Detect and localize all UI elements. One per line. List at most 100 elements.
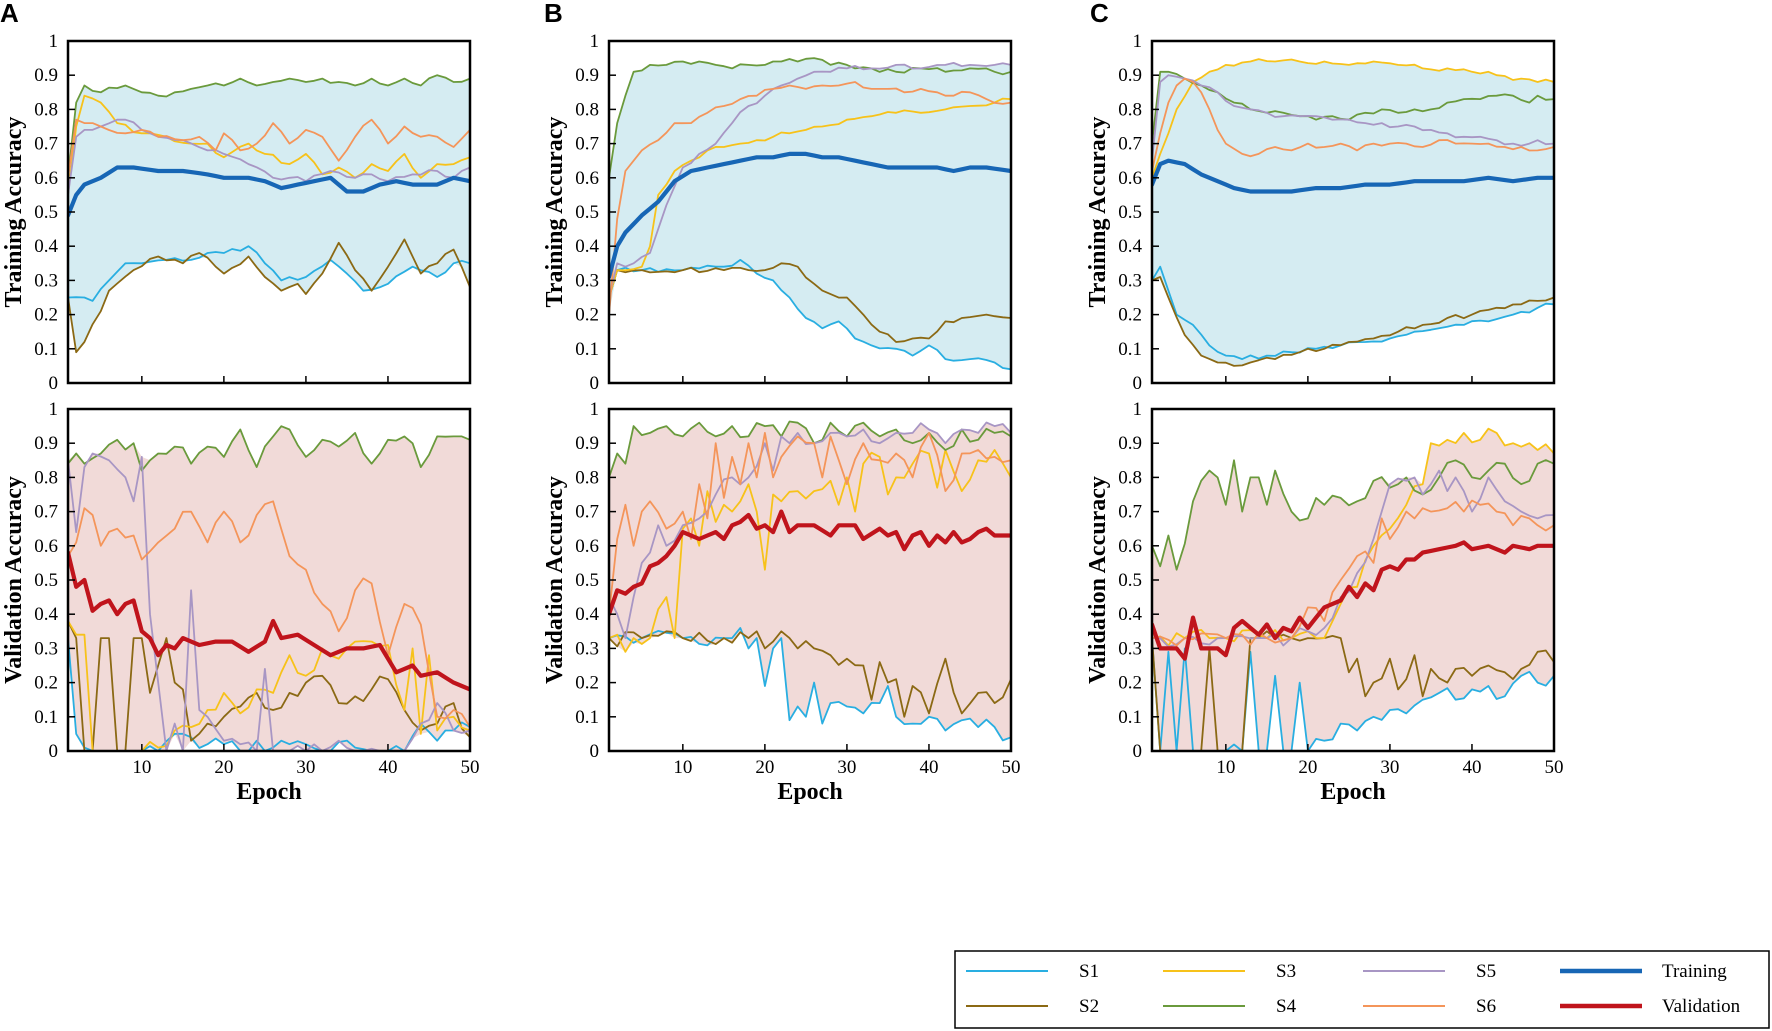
series-line-validation bbox=[609, 509, 1011, 617]
y-tick-label: 0.3 bbox=[1118, 638, 1142, 659]
y-tick-label: 0.2 bbox=[1118, 673, 1142, 694]
y-tick-label: 0 bbox=[1133, 741, 1143, 762]
panel-A-validation: 0 0.1 0.2 0.3 0.4 0.5 0.6 0.7 0.8 0.9 1 10 20 30 40 50 V… bbox=[1, 399, 480, 805]
panel-letter: C bbox=[1090, 0, 1109, 28]
y-tick-label: 0.6 bbox=[34, 536, 58, 557]
series-line-s4 bbox=[1152, 459, 1554, 571]
x-tick-label: 20 bbox=[1298, 757, 1317, 778]
y-tick-label: 0.8 bbox=[1118, 467, 1142, 488]
y-tick-label: 0.3 bbox=[34, 638, 58, 659]
x-tick-label: 50 bbox=[461, 757, 480, 778]
legend-item-validation: Validation bbox=[1560, 996, 1741, 1017]
y-tick-label: 0.7 bbox=[1118, 502, 1142, 523]
series-line-s5 bbox=[1152, 74, 1554, 162]
y-tick-label: 0.7 bbox=[1118, 134, 1142, 155]
y-tick-label: 0 bbox=[590, 373, 600, 394]
y-tick-label: 0.6 bbox=[34, 168, 58, 189]
y-tick-label: 0.2 bbox=[575, 673, 599, 694]
panel-B-training: 0 0.1 0.2 0.3 0.4 0.5 0.6 0.7 0.8 0.9 1 Training Ac… bbox=[542, 0, 1013, 394]
y-tick-label: 0.1 bbox=[1118, 707, 1142, 728]
x-tick-label: 30 bbox=[837, 757, 856, 778]
y-tick-label: 0.3 bbox=[575, 638, 599, 659]
y-axis-title: Validation Accuracy bbox=[1, 476, 27, 684]
y-tick-label: 0.1 bbox=[575, 707, 599, 728]
panel-B-validation: 0 0.1 0.2 0.3 0.4 0.5 0.6 0.7 0.8 0.9 1 10 20 30 40 50 V… bbox=[542, 399, 1021, 805]
y-tick-label: 0.4 bbox=[34, 604, 58, 625]
y-tick-label: 0 bbox=[49, 373, 59, 394]
y-tick-label: 0 bbox=[1133, 373, 1143, 394]
y-tick-label: 0.1 bbox=[1118, 339, 1142, 360]
y-tick-label: 0.2 bbox=[34, 673, 58, 694]
legend-label: S5 bbox=[1476, 961, 1496, 982]
series-line-s5 bbox=[68, 452, 470, 751]
legend-item-s2: S2 bbox=[966, 996, 1099, 1017]
min-max-band bbox=[68, 75, 470, 353]
legend-item-s5: S5 bbox=[1363, 961, 1496, 982]
y-tick-label: 0.7 bbox=[575, 134, 599, 155]
y-tick-label: 0.2 bbox=[34, 305, 58, 326]
series-line-s1 bbox=[1152, 637, 1554, 751]
y-tick-label: 0.6 bbox=[575, 536, 599, 557]
y-tick-label: 0.1 bbox=[34, 339, 58, 360]
x-tick-label: 40 bbox=[1462, 757, 1481, 778]
legend-item-s4: S4 bbox=[1163, 996, 1297, 1017]
y-tick-label: 0.6 bbox=[1118, 168, 1142, 189]
x-tick-label: 20 bbox=[755, 757, 774, 778]
y-axis-title: Training Accuracy bbox=[542, 117, 568, 308]
x-tick-label: 50 bbox=[1002, 757, 1021, 778]
y-tick-label: 0.7 bbox=[575, 502, 599, 523]
y-tick-label: 0.5 bbox=[1118, 570, 1142, 591]
legend-item-s3: S3 bbox=[1163, 961, 1296, 982]
panel-A-training: 0 0.1 0.2 0.3 0.4 0.5 0.6 0.7 0.8 0.9 1 Training Ac… bbox=[0, 0, 472, 394]
series-line-validation bbox=[68, 550, 470, 692]
series-line-s2 bbox=[609, 262, 1011, 343]
y-tick-label: 0.4 bbox=[34, 236, 58, 257]
y-axis-title: Validation Accuracy bbox=[542, 476, 568, 684]
legend-box bbox=[954, 950, 1770, 1029]
series-line-s6 bbox=[68, 118, 470, 179]
y-axis-title: Training Accuracy bbox=[1, 117, 27, 308]
x-tick-label: 10 bbox=[1216, 757, 1235, 778]
panel-C-training: 0 0.1 0.2 0.3 0.4 0.5 0.6 0.7 0.8 0.9 1 Training Ac… bbox=[1085, 0, 1556, 394]
legend: S1 S3 S5 Training S2 S4 S6 Validation bbox=[954, 950, 1770, 1029]
x-tick-label: 40 bbox=[919, 757, 938, 778]
x-tick-label: 10 bbox=[132, 757, 151, 778]
panel-letter: B bbox=[544, 0, 563, 28]
y-tick-label: 0 bbox=[49, 741, 59, 762]
series-line-s4 bbox=[609, 420, 1011, 479]
series-line-training bbox=[609, 151, 1011, 280]
series-lines bbox=[609, 57, 1011, 371]
y-tick-label: 1 bbox=[1133, 399, 1143, 420]
min-max-band bbox=[609, 421, 1011, 741]
series-line-s5 bbox=[1152, 469, 1554, 648]
y-tick-label: 1 bbox=[49, 31, 59, 52]
series-line-s4 bbox=[68, 425, 470, 472]
y-tick-label: 0.9 bbox=[575, 65, 599, 86]
series-line-s3 bbox=[68, 620, 470, 751]
y-tick-label: 0.4 bbox=[575, 236, 599, 257]
y-tick-label: 0.5 bbox=[575, 570, 599, 591]
y-tick-label: 1 bbox=[590, 399, 600, 420]
series-line-s3 bbox=[609, 97, 1011, 299]
y-tick-label: 1 bbox=[590, 31, 600, 52]
series-lines bbox=[609, 420, 1011, 742]
y-tick-label: 0.1 bbox=[575, 339, 599, 360]
y-axis-title: Validation Accuracy bbox=[1085, 476, 1111, 684]
series-line-s1 bbox=[609, 259, 1011, 371]
y-tick-label: 0.9 bbox=[1118, 65, 1142, 86]
legend-label: S3 bbox=[1276, 961, 1296, 982]
y-tick-label: 0.5 bbox=[575, 202, 599, 223]
y-tick-label: 0.6 bbox=[1118, 536, 1142, 557]
y-tick-label: 0.1 bbox=[34, 707, 58, 728]
x-tick-label: 20 bbox=[214, 757, 233, 778]
legend-label: S2 bbox=[1079, 996, 1099, 1017]
y-tick-label: 0.7 bbox=[34, 502, 58, 523]
series-line-s6 bbox=[1152, 499, 1554, 647]
series-line-s6 bbox=[68, 500, 470, 728]
series-line-s3 bbox=[609, 449, 1011, 653]
x-axis-title: Epoch bbox=[236, 779, 301, 805]
y-tick-label: 1 bbox=[49, 399, 59, 420]
y-tick-label: 0.9 bbox=[34, 433, 58, 454]
min-max-band bbox=[609, 58, 1011, 370]
